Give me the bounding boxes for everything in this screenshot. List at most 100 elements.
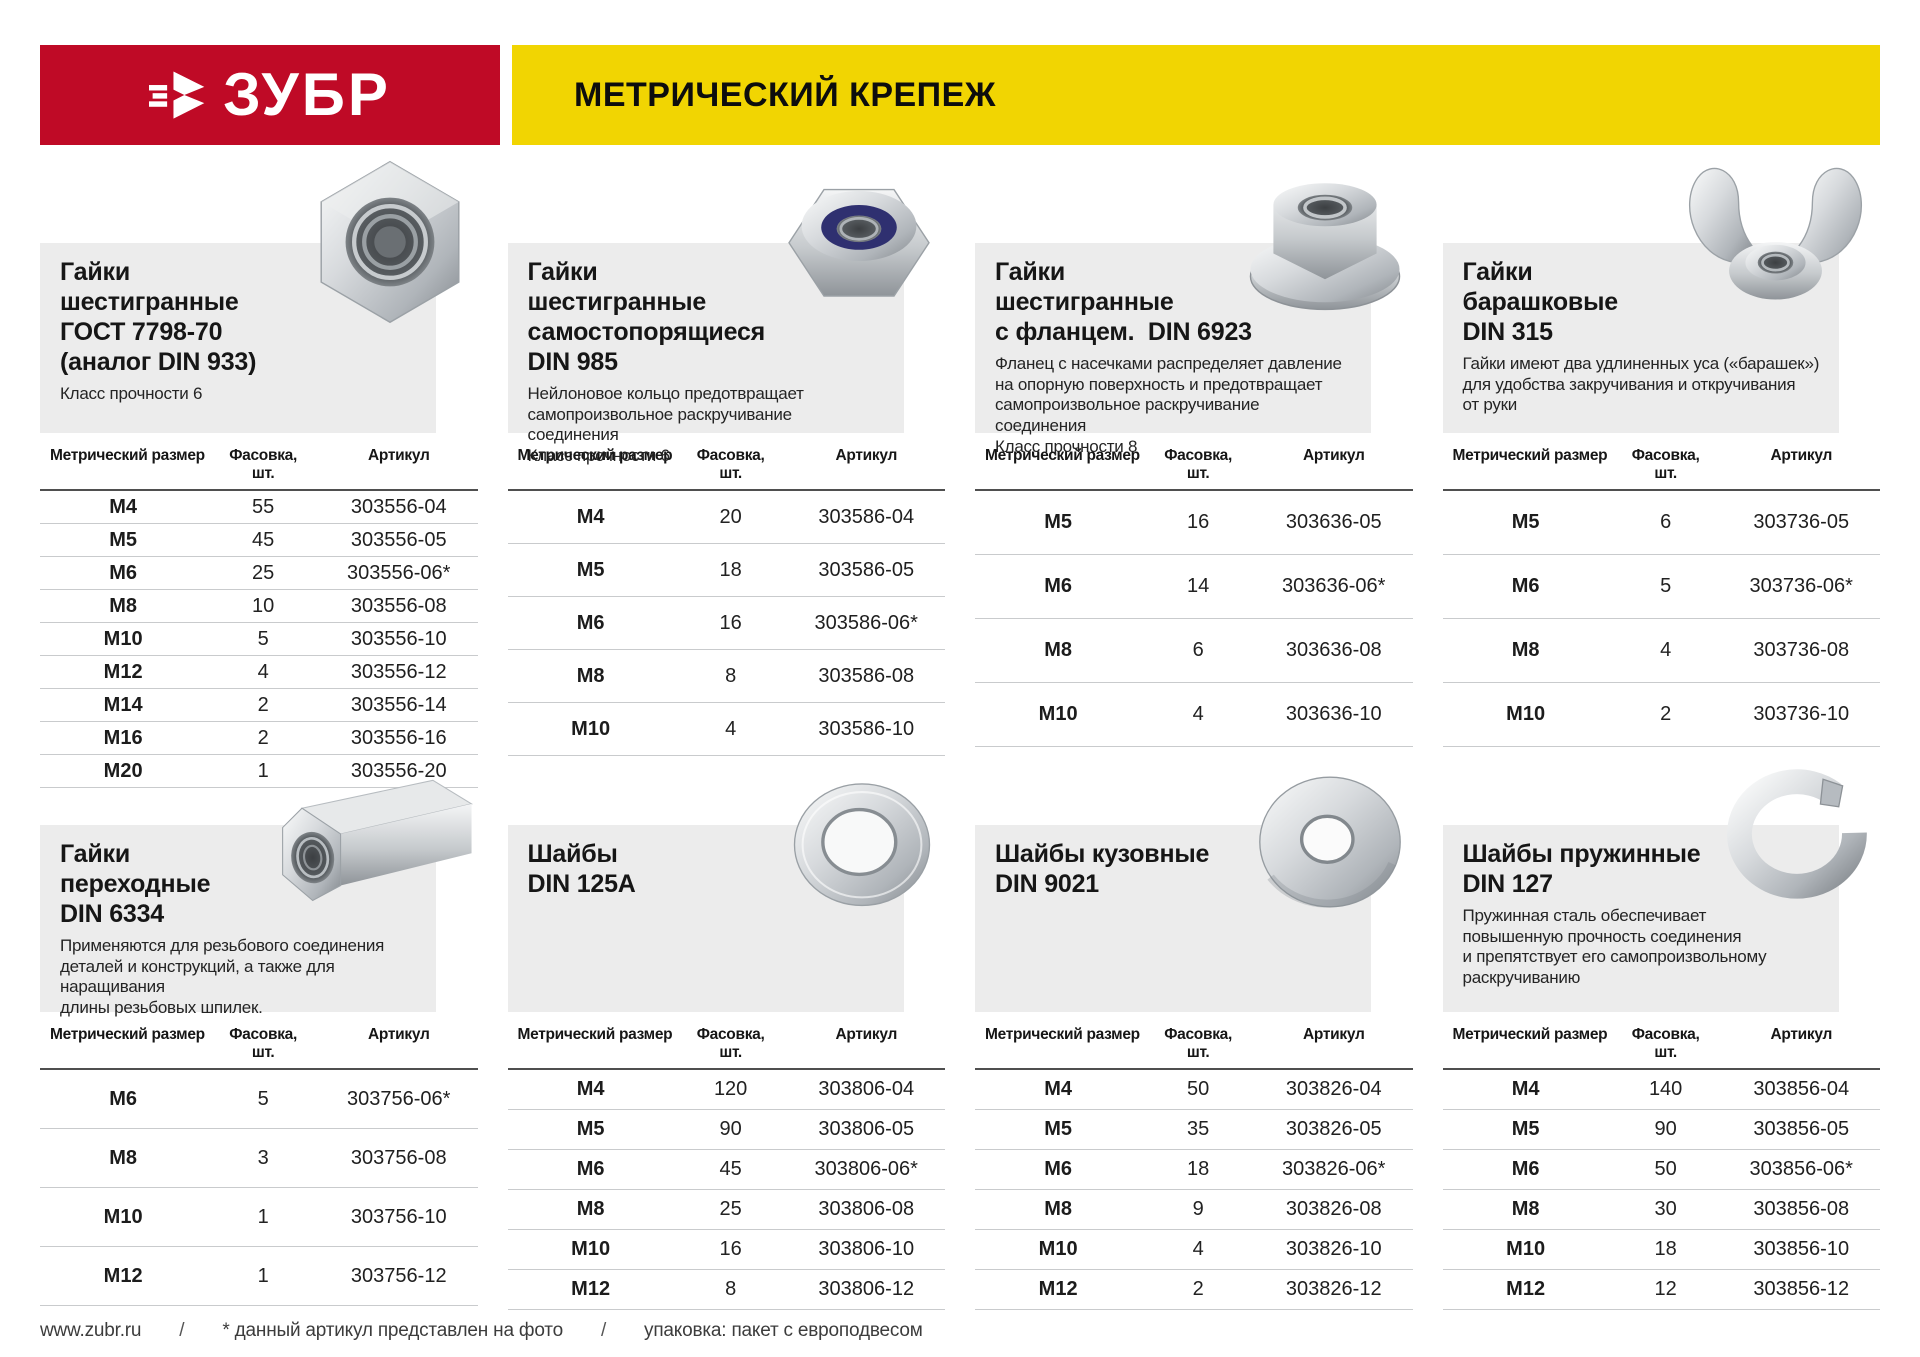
article-cell: 303736-10: [1753, 703, 1850, 725]
website-url: www.zubr.ru: [40, 1320, 142, 1341]
table-body: M4 55 303556-04 M5 45 303556-05 M6 25 303556-06*…: [40, 491, 478, 788]
table-body: M5 16 303636-05 M6 14 303636-06* M8 6 303636-08 M…: [975, 491, 1413, 747]
fender-washer-photo: [1249, 761, 1411, 923]
article-cell: 303556-12: [350, 660, 447, 683]
product-table: Метрический размер Фасовка, шт. Артикул …: [975, 1016, 1413, 1310]
pack-cell: 50: [1187, 1078, 1210, 1100]
pack-cell: 140: [1648, 1078, 1683, 1100]
column-header-article: Артикул: [1770, 1026, 1833, 1043]
table-row: M6 25 303556-06*: [40, 557, 478, 590]
product-description: Применяются для резьбового соединения де…: [60, 936, 385, 1018]
table-row: M8 8 303586-08: [507, 650, 945, 703]
column-header-size: Метрический размер: [517, 447, 673, 464]
article-cell: 303556-16: [350, 726, 447, 749]
article-cell: 303756-10: [350, 1205, 447, 1228]
product-table: Метрический размер Фасовка, шт. Артикул …: [1442, 437, 1880, 747]
table-body: M4 50 303826-04 M5 35 303826-05 M6 18 303826-06*…: [975, 1070, 1413, 1310]
page-header: ЗУБР МЕТРИЧЕСКИЙ КРЕПЕЖ: [40, 45, 1880, 145]
catalog-grid: Гайки шестигранные ГОСТ 7798-70 (аналог …: [40, 160, 1880, 1310]
pack-cell: 12: [1654, 1278, 1677, 1300]
product-info-box: Шайбы пружинные DIN 127 Пружинная сталь …: [1442, 825, 1839, 1012]
table-row: M10 5 303556-10: [40, 623, 478, 656]
column-header-pack: Фасовка, шт.: [696, 447, 765, 482]
product-card: Шайбы DIN 125A Метрический размер Фасовк…: [507, 783, 945, 1310]
size-cell: M6: [1511, 1158, 1540, 1180]
table-row: M8 10 303556-08: [40, 590, 478, 623]
pack-cell: 120: [713, 1078, 748, 1100]
article-cell: 303756-06*: [347, 1087, 451, 1110]
size-cell: M10: [1506, 1238, 1546, 1260]
product-title: Шайбы DIN 125A: [527, 840, 636, 898]
product-card: Гайки шестигранные ГОСТ 7798-70 (аналог …: [40, 160, 478, 788]
footer-separator: /: [600, 1320, 607, 1341]
column-header-article: Артикул: [368, 1026, 430, 1043]
product-description: Пружинная сталь обеспечивает повышенную …: [1462, 906, 1767, 988]
article-cell: 303856-06*: [1749, 1158, 1853, 1180]
pack-cell: 9: [1192, 1198, 1204, 1220]
product-info-box: Шайбы DIN 125A: [507, 825, 904, 1012]
table-row: M12 4 303556-12: [40, 656, 478, 689]
table-header-row: Метрический размер Фасовка, шт. Артикул: [975, 437, 1413, 491]
product-info-box: Гайки шестигранные с фланцем. DIN 6923 Ф…: [975, 243, 1371, 456]
size-cell: M10: [571, 717, 611, 740]
product-title: Гайки шестигранные самостопорящиеся DIN …: [527, 258, 766, 376]
pack-cell: 1: [257, 1205, 269, 1228]
pack-cell: 3: [257, 1146, 269, 1169]
table-body: M4 20 303586-04 M5 18 303586-05 M6 16 303586-06*…: [507, 491, 945, 756]
pack-cell: 4: [1660, 639, 1672, 661]
pack-cell: 8: [725, 664, 737, 687]
column-header-size: Метрический размер: [985, 1026, 1140, 1043]
size-cell: M6: [1044, 575, 1073, 597]
table-header-row: Метрический размер Фасовка, шт. Артикул: [507, 1016, 945, 1070]
pack-cell: 4: [1192, 1238, 1204, 1260]
pack-cell: 90: [1654, 1118, 1677, 1140]
table-row: M8 6 303636-08: [975, 619, 1413, 683]
column-header-size: Метрический размер: [50, 447, 205, 464]
table-row: M20 1 303556-20: [40, 755, 478, 788]
zubr-emblem-icon: [149, 69, 207, 121]
spring-washer-photo: [1708, 761, 1878, 923]
table-body: M4 120 303806-04 M5 90 303806-05 M6 45 303806-06…: [507, 1070, 945, 1310]
title-banner: МЕТРИЧЕСКИЙ КРЕПЕЖ: [512, 45, 1880, 145]
flange-nut-photo: [1239, 156, 1411, 328]
table-row: M6 16 303586-06*: [507, 597, 945, 650]
pack-cell: 5: [257, 627, 269, 650]
size-cell: M12: [1038, 1278, 1078, 1300]
table-row: M8 30 303856-08: [1442, 1190, 1880, 1230]
table-row: M5 90 303856-05: [1442, 1110, 1880, 1150]
pack-cell: 35: [1187, 1118, 1210, 1140]
column-header-pack: Фасовка, шт.: [1631, 447, 1700, 482]
page-title: МЕТРИЧЕСКИЙ КРЕПЕЖ: [574, 75, 997, 114]
pack-cell: 16: [1187, 511, 1210, 533]
column-header-pack: Фасовка, шт.: [1164, 1026, 1232, 1061]
table-row: M8 9 303826-08: [975, 1190, 1413, 1230]
table-row: M6 5 303756-06*: [40, 1070, 478, 1129]
size-cell: M5: [1511, 511, 1540, 533]
product-card: Гайки шестигранные самостопорящиеся DIN …: [507, 160, 945, 785]
size-cell: M6: [109, 561, 138, 584]
table-header-row: Метрический размер Фасовка, шт. Артикул: [507, 437, 945, 491]
article-cell: 303856-10: [1753, 1238, 1850, 1260]
pack-cell: 16: [719, 1238, 742, 1260]
table-row: M5 90 303806-05: [507, 1110, 945, 1150]
article-cell: 303556-06*: [347, 561, 451, 584]
size-cell: M12: [1506, 1278, 1546, 1300]
table-row: M12 1 303756-12: [40, 1247, 478, 1306]
pack-cell: 25: [252, 561, 275, 584]
size-cell: M8: [109, 1146, 138, 1169]
article-cell: 303556-04: [350, 495, 447, 518]
product-table: Метрический размер Фасовка, шт. Артикул …: [40, 1016, 478, 1306]
size-cell: M12: [571, 1278, 611, 1300]
pack-cell: 4: [1192, 703, 1204, 725]
table-header-row: Метрический размер Фасовка, шт. Артикул: [1442, 1016, 1880, 1070]
table-row: M4 20 303586-04: [507, 491, 945, 544]
product-title: Шайбы кузовные DIN 9021: [995, 840, 1210, 898]
article-cell: 303856-04: [1753, 1078, 1850, 1100]
table-row: M4 50 303826-04: [975, 1070, 1413, 1110]
article-cell: 303736-08: [1753, 639, 1850, 661]
pack-cell: 45: [252, 528, 275, 551]
table-row: M10 4 303636-10: [975, 683, 1413, 747]
article-cell: 303856-05: [1753, 1118, 1850, 1140]
column-header-article: Артикул: [1770, 447, 1833, 464]
